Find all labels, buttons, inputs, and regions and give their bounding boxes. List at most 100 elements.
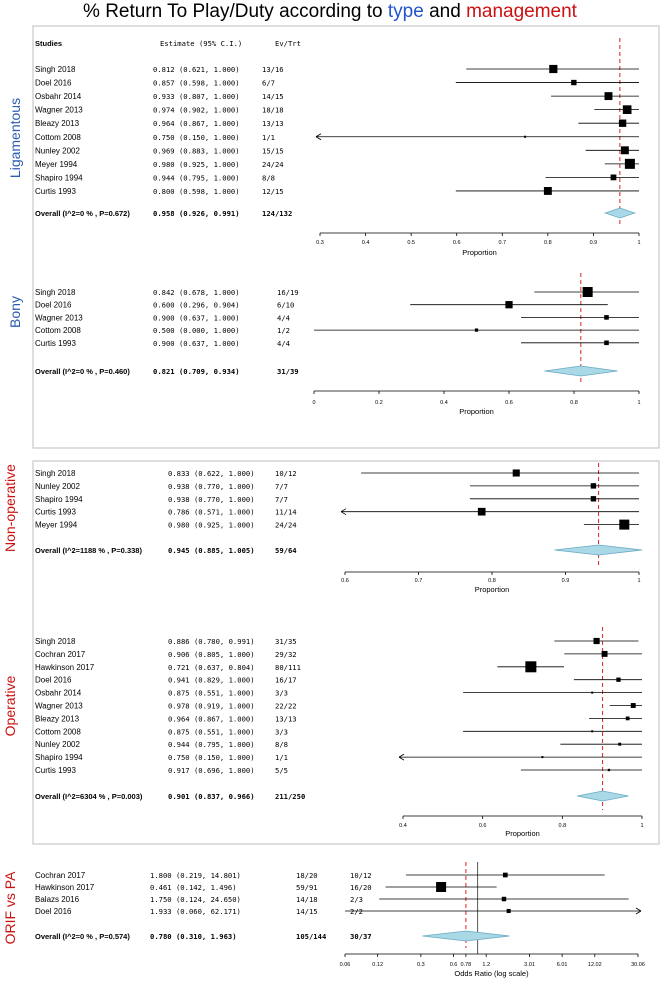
study-name: Wagner 2013: [35, 313, 83, 322]
study-point-square: [604, 92, 613, 101]
study-events: 22/22: [275, 702, 297, 711]
study-point-square: [619, 519, 630, 530]
study-name: Hawkinson 2017: [35, 663, 95, 672]
study-name: Osbahr 2014: [35, 689, 82, 698]
overall-events: 105/144: [296, 932, 326, 941]
x-tick-label: 0.6: [341, 578, 349, 584]
study-events: 1/1: [262, 133, 275, 142]
study-estimate: 0.900 (0.637, 1.000): [153, 313, 240, 322]
study-events: 16/19: [277, 288, 299, 297]
study-point-square: [543, 186, 552, 195]
title-prefix: % Return To Play/Duty according to: [83, 1, 388, 22]
study-name: Bleazy 2013: [35, 714, 80, 723]
study-estimate: 0.842 (0.678, 1.000): [153, 288, 240, 297]
study-estimate: 0.721 (0.637, 0.804): [168, 663, 255, 672]
study-name: Shapiro 1994: [35, 495, 83, 504]
study-events: 13/13: [275, 714, 297, 723]
study-point-square: [474, 328, 479, 332]
study-name: Cottom 2008: [35, 133, 81, 142]
study-estimate: 0.964 (0.867, 1.000): [168, 714, 255, 723]
forest-panel-1: Bony Singh 2018 0.842 (0.678, 1.000) 16/19 D…: [7, 273, 641, 416]
group-label: ORIF vs PA: [2, 871, 18, 945]
overall-diamond: [576, 790, 629, 802]
study-point-square: [591, 730, 594, 733]
study-point-square: [610, 174, 617, 181]
ci-arrow-right: [635, 907, 642, 915]
overall-diamond: [554, 544, 643, 556]
overall-diamond: [422, 930, 510, 942]
study-events-control: 2/2: [350, 907, 363, 916]
study-name: Nunley 2002: [35, 146, 80, 155]
study-name: Osbahr 2014: [35, 92, 82, 101]
study-events: 10/12: [275, 469, 297, 478]
x-tick-label: 0.9: [562, 578, 570, 584]
study-name: Bleazy 2013: [35, 119, 80, 128]
study-point-square: [601, 650, 608, 657]
overall-events: 59/64: [275, 546, 297, 555]
x-tick-label: 6.01: [557, 962, 568, 968]
study-events: 4/4: [277, 313, 290, 322]
figure-title: % Return To Play/Duty according to type …: [83, 1, 578, 22]
study-events: 80/111: [275, 663, 301, 672]
study-estimate: 0.886 (0.780, 0.991): [168, 637, 255, 646]
x-tick-label: 0.4: [399, 823, 407, 829]
study-estimate: 0.978 (0.919, 1.000): [168, 702, 255, 711]
study-events: 59/91: [296, 883, 318, 892]
x-axis-label: Proportion: [462, 248, 497, 257]
x-tick-label: 12.02: [588, 962, 602, 968]
study-name: Singh 2018: [35, 65, 76, 74]
group-label: Ligamentous: [7, 98, 23, 178]
x-tick-label: 0.2: [375, 400, 383, 406]
study-point-square: [591, 691, 594, 694]
x-tick-label: 1.2: [482, 962, 490, 968]
header-studies: Studies: [35, 39, 62, 48]
x-tick-label: 0.8: [559, 823, 567, 829]
study-point-square: [616, 677, 621, 682]
study-point-square: [524, 135, 527, 138]
study-estimate: 0.964 (0.867, 1.000): [153, 119, 240, 128]
study-point-square: [618, 119, 627, 127]
study-name: Balazs 2016: [35, 895, 80, 904]
study-point-square: [477, 507, 486, 516]
study-name: Shapiro 1994: [35, 753, 83, 762]
study-point-square: [622, 105, 632, 114]
study-estimate: 0.800 (0.598, 1.000): [153, 187, 240, 196]
study-events: 24/24: [262, 160, 284, 169]
study-events: 8/8: [262, 173, 275, 182]
study-events: 1/2: [277, 326, 290, 335]
study-estimate: 0.875 (0.551, 1.000): [168, 727, 255, 736]
overall-label: Overall (I^2=1188 % , P=0.338): [35, 546, 142, 555]
study-estimate: 0.833 (0.622, 1.000): [168, 469, 255, 478]
study-name: Cottom 2008: [35, 326, 81, 335]
study-estimate: 0.750 (0.150, 1.000): [153, 133, 240, 142]
study-name: Curtis 1993: [35, 187, 76, 196]
study-estimate: 1.750 (0.124, 24.650): [150, 895, 241, 904]
x-tick-label: 30.06: [631, 962, 645, 968]
study-name: Nunley 2002: [35, 740, 80, 749]
x-tick-label: 0.7: [415, 578, 423, 584]
study-name: Doel 2016: [35, 676, 72, 685]
study-events: 7/7: [275, 495, 288, 504]
header-estimate: Estimate (95% C.I.): [160, 39, 242, 48]
overall-diamond: [604, 207, 637, 219]
overall-estimate: 0.821 (0.709, 0.934): [153, 367, 240, 376]
title-management-word: management: [466, 1, 578, 22]
study-point-square: [436, 882, 447, 892]
study-name: Shapiro 1994: [35, 173, 83, 182]
overall-events: 124/132: [262, 209, 292, 218]
x-tick-label: 0: [312, 400, 315, 406]
study-events: 6/7: [262, 79, 275, 88]
title-middle: and: [424, 1, 466, 22]
study-name: Doel 2016: [35, 79, 72, 88]
forest-panel-2: Non-operative Singh 2018 0.833 (0.622, 1.0…: [2, 463, 643, 594]
study-events: 11/14: [275, 508, 297, 517]
study-estimate: 0.980 (0.925, 1.000): [153, 160, 240, 169]
study-name: Doel 2016: [35, 907, 72, 916]
group-label: Operative: [2, 675, 18, 736]
study-estimate: 0.933 (0.807, 1.000): [153, 92, 240, 101]
study-point-square: [590, 496, 597, 502]
study-estimate: 0.900 (0.637, 1.000): [153, 339, 240, 348]
x-axis-label: Proportion: [459, 407, 494, 416]
study-events: 4/4: [277, 339, 290, 348]
